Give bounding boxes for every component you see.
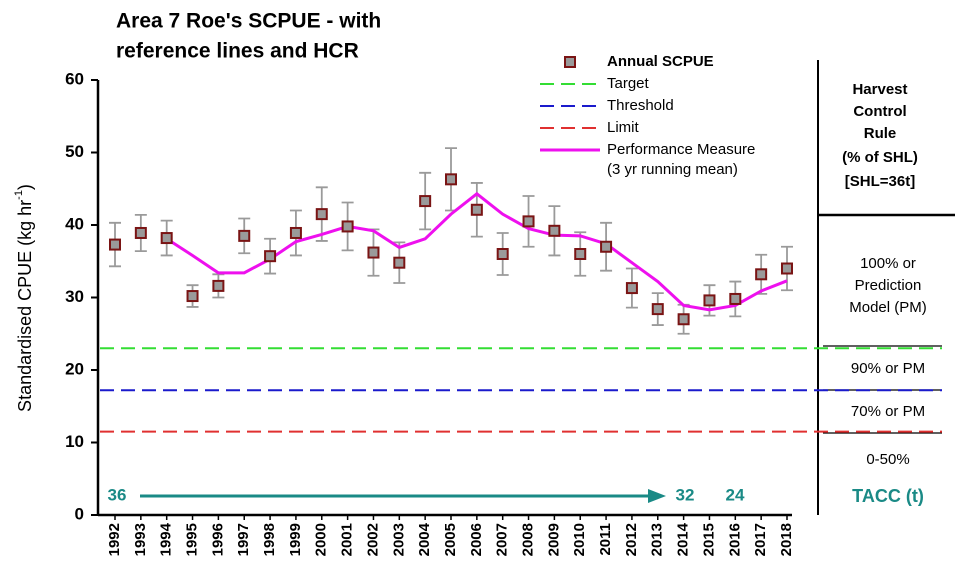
hcr-row: 70% or PM xyxy=(851,403,925,420)
legend-label: Annual SCPUE xyxy=(607,53,714,70)
x-tick-label: 2007 xyxy=(494,523,511,556)
x-tick-label: 2001 xyxy=(339,523,356,556)
marker xyxy=(134,226,147,239)
x-tick-label: 1992 xyxy=(106,523,123,556)
marker xyxy=(341,220,354,233)
x-tick-label: 1999 xyxy=(287,523,304,556)
y-tick-label: 0 xyxy=(75,504,84,523)
x-tick-label: 2016 xyxy=(726,523,743,556)
x-tick-label: 1993 xyxy=(132,523,149,556)
hcr-header: Harvest xyxy=(852,81,907,98)
marker xyxy=(677,313,690,326)
hcr-row: Prediction xyxy=(855,277,922,294)
tacc-label: 24 xyxy=(726,485,745,504)
x-tick-label: 2014 xyxy=(675,522,692,556)
y-label-sup: -1 xyxy=(13,190,25,200)
hcr-row: 0-50% xyxy=(866,451,909,468)
x-tick-label: 2005 xyxy=(442,523,459,556)
marker xyxy=(470,203,483,216)
tacc-arrowhead xyxy=(648,489,666,503)
hcr-header: [SHL=36t] xyxy=(845,173,915,190)
marker xyxy=(393,256,406,269)
marker xyxy=(289,226,302,239)
tacc-label: 32 xyxy=(676,485,695,504)
marker xyxy=(109,238,121,251)
marker xyxy=(781,262,793,275)
marker xyxy=(496,248,509,260)
y-axis-label: Standardised CPUE (kg hr-1) xyxy=(13,184,35,412)
y-label-main: Standardised CPUE (kg hr xyxy=(15,200,35,412)
marker xyxy=(419,195,432,208)
hcr-header: Rule xyxy=(864,125,897,142)
y-tick-label: 30 xyxy=(65,287,84,306)
marker xyxy=(212,279,225,292)
marker xyxy=(238,229,251,242)
legend-label: Threshold xyxy=(607,97,674,114)
marker xyxy=(729,292,742,305)
marker xyxy=(625,282,638,295)
hcr-header: (% of SHL) xyxy=(842,149,918,166)
marker xyxy=(574,248,587,260)
x-tick-label: 2012 xyxy=(623,523,640,556)
hcr-header: Control xyxy=(853,103,906,120)
x-tick-label: 1998 xyxy=(261,523,278,556)
y-tick-label: 40 xyxy=(65,214,84,233)
x-tick-label: 1994 xyxy=(158,522,175,556)
marker xyxy=(755,268,768,281)
x-tick-label: 2018 xyxy=(778,523,795,556)
marker xyxy=(367,246,380,259)
y-label-end: ) xyxy=(15,184,35,190)
hcr-footer: TACC (t) xyxy=(852,486,924,506)
x-tick-label: 1997 xyxy=(235,523,252,556)
x-tick-label: 2011 xyxy=(597,523,614,556)
x-tick-label: 1996 xyxy=(209,523,226,556)
y-tick-label: 20 xyxy=(65,359,84,378)
hcr-row: 100% or xyxy=(860,255,916,272)
tacc-label: 36 xyxy=(108,485,127,504)
legend-note: (3 yr running mean) xyxy=(607,161,738,178)
y-tick-label: 10 xyxy=(65,432,84,451)
marker xyxy=(651,303,664,316)
x-tick-label: 2002 xyxy=(364,523,381,556)
chart-title: reference lines and HCR xyxy=(116,40,359,63)
legend-label: Performance Measure xyxy=(607,141,755,158)
x-tick-label: 2013 xyxy=(649,523,666,556)
y-tick-label: 50 xyxy=(65,142,84,161)
x-tick-label: 2010 xyxy=(571,523,588,556)
marker xyxy=(264,250,277,263)
hcr-row: 90% or PM xyxy=(851,360,925,377)
x-tick-label: 2003 xyxy=(390,523,407,556)
hcr-row: Model (PM) xyxy=(849,299,927,316)
legend-label: Limit xyxy=(607,119,640,136)
marker xyxy=(548,224,561,237)
y-tick-label: 60 xyxy=(65,69,84,88)
marker xyxy=(445,173,457,186)
x-tick-label: 2015 xyxy=(700,523,717,556)
x-tick-label: 2017 xyxy=(752,523,769,556)
marker xyxy=(186,290,199,303)
legend-label: Target xyxy=(607,75,650,92)
x-tick-label: 2004 xyxy=(416,522,433,556)
x-tick-label: 1995 xyxy=(184,523,201,556)
legend-marker xyxy=(564,56,576,68)
x-tick-label: 2009 xyxy=(545,523,562,556)
marker xyxy=(160,232,173,245)
chart-title: Area 7 Roe's SCPUE - with xyxy=(116,10,381,33)
x-tick-label: 2008 xyxy=(520,523,537,556)
x-tick-label: 2000 xyxy=(313,523,330,556)
marker xyxy=(703,294,716,307)
marker xyxy=(522,215,535,228)
marker xyxy=(315,208,328,221)
marker xyxy=(600,240,613,253)
x-tick-label: 2006 xyxy=(468,523,485,556)
